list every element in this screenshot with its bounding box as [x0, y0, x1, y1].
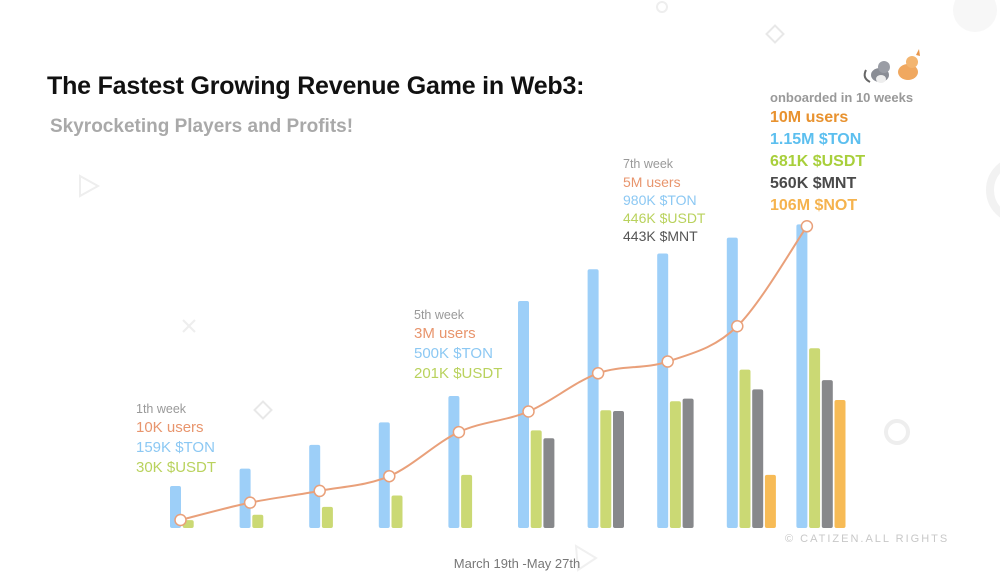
usdt-bar: [669, 401, 681, 528]
ton-stat: 980K $TON: [623, 192, 697, 208]
week1-annotation: 1th week 10K users 159K $TON 30K $USDT: [136, 400, 216, 478]
circle-decoration: [953, 0, 997, 32]
ton-bar: [587, 269, 599, 528]
users-line: [180, 225, 808, 521]
mnt-bar: [543, 438, 555, 528]
page-subtitle: Skyrocketing Players and Profits!: [50, 116, 354, 137]
ton-bar: [309, 444, 321, 528]
page-title: The Fastest Growing Revenue Game in Web3…: [47, 72, 585, 100]
week-label: 1th week: [136, 402, 187, 416]
users-point: [313, 484, 326, 498]
x-axis-label: March 19th -May 27th: [453, 556, 581, 571]
users-point: [800, 220, 814, 233]
usdt-bar: [809, 348, 821, 528]
users-point: [452, 425, 466, 439]
usdt-stat: 201K $USDT: [414, 365, 503, 382]
usdt-stat: 681K $USDT: [770, 153, 866, 170]
cat-mascots-icon: [863, 49, 920, 83]
triangle-decoration: [79, 174, 101, 198]
users-stat: 5M users: [623, 174, 681, 190]
not-bar: [834, 400, 846, 528]
week7-annotation: 7th week 5M users 980K $TON 446K $USDT 4…: [623, 156, 705, 245]
users-point: [383, 469, 396, 483]
users-point: [174, 513, 187, 527]
usdt-bar: [252, 514, 264, 528]
ton-stat: 500K $TON: [414, 345, 493, 362]
usdt-bar: [391, 495, 403, 528]
mnt-bar: [682, 398, 694, 528]
mnt-stat: 443K $MNT: [623, 228, 698, 244]
week-label: 5th week: [414, 308, 465, 322]
users-point: [243, 496, 257, 509]
mnt-bar: [613, 411, 624, 528]
ton-bar: [448, 396, 460, 528]
diamond-decoration: [765, 24, 785, 44]
ton-stat: 1.15M $TON: [770, 131, 862, 148]
cross-decoration: [182, 319, 196, 333]
circle-decoration: [986, 162, 1000, 218]
not-bar: [764, 474, 776, 528]
usdt-stat: 30K $USDT: [136, 459, 217, 476]
users-point: [591, 367, 605, 380]
not-stat: 106M $NOT: [770, 197, 858, 214]
users-stat: 10K users: [136, 419, 204, 436]
triangle-decoration: [574, 544, 598, 572]
week-label: onboarded in 10 weeks: [770, 90, 914, 105]
users-stat: 10M users: [770, 109, 849, 126]
mnt-bar: [821, 380, 833, 528]
users-stat: 3M users: [414, 325, 476, 342]
usdt-bar: [321, 506, 333, 528]
usdt-bar: [600, 410, 612, 528]
week5-annotation: 5th week 3M users 500K $TON 201K $USDT: [414, 306, 502, 384]
ton-bar: [796, 224, 808, 528]
week10-annotation: onboarded in 10 weeks 10M users 1.15M $T…: [770, 89, 913, 217]
copyright-watermark: © CATIZEN.ALL RIGHTS: [785, 533, 950, 545]
circle-decoration: [884, 419, 910, 445]
mnt-stat: 560K $MNT: [770, 175, 857, 192]
users-point: [522, 405, 535, 418]
usdt-stat: 446K $USDT: [623, 210, 706, 226]
diamond-decoration: [253, 400, 273, 420]
users-point: [731, 320, 744, 333]
circle-decoration: [656, 1, 668, 13]
week-label: 7th week: [623, 157, 674, 171]
ton-stat: 159K $TON: [136, 439, 215, 456]
usdt-bar: [739, 369, 751, 528]
usdt-bar: [530, 430, 542, 528]
ton-bar: [657, 253, 669, 528]
usdt-bar: [461, 474, 473, 528]
ton-bar: [239, 468, 251, 528]
ton-bar: [726, 237, 738, 528]
mnt-bar: [752, 389, 764, 528]
users-point: [661, 355, 674, 368]
